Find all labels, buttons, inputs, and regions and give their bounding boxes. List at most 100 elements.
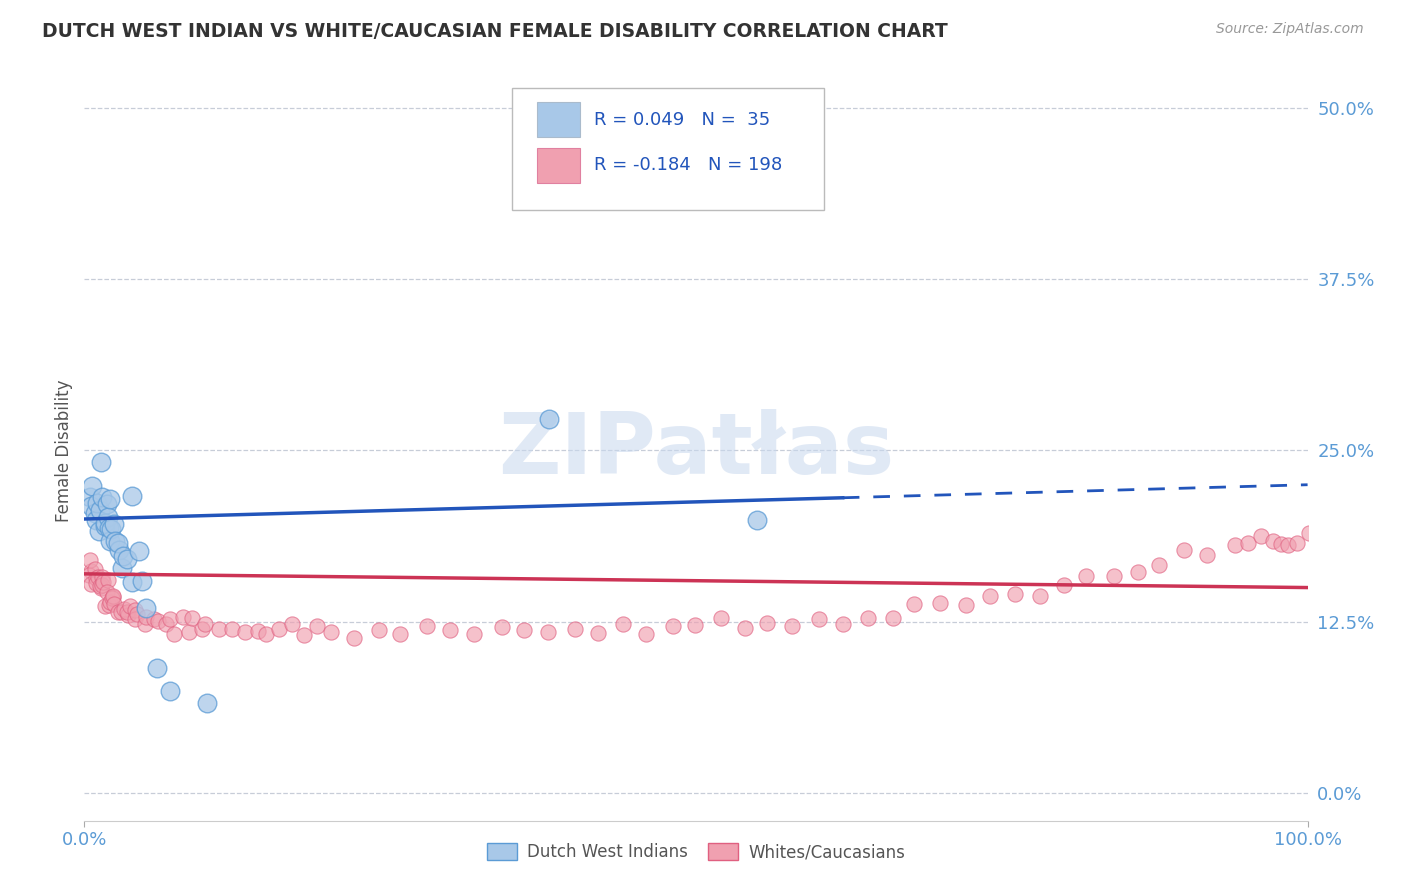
Point [98,598,121,612]
Point [321,624,343,639]
Point [1263,533,1285,548]
Point [367,623,389,637]
Point [79,576,101,591]
Point [194,617,217,632]
Point [856,610,879,624]
Point [128,543,150,558]
Point [110,605,132,619]
Point [280,617,302,632]
Point [208,622,231,636]
Point [101,590,124,604]
Point [685,617,707,632]
Point [91,490,114,504]
Point [1173,543,1195,558]
FancyBboxPatch shape [537,148,579,183]
Point [98,520,121,534]
Point [84,562,107,576]
Point [439,623,461,637]
Point [979,590,1001,604]
Point [115,605,138,619]
Text: R = -0.184   N = 198: R = -0.184 N = 198 [595,156,783,175]
Point [94,599,117,614]
Point [94,519,117,533]
Point [1147,558,1170,572]
Point [181,611,204,625]
Point [146,661,169,675]
Point [1053,578,1076,592]
Point [135,610,157,624]
Point [1004,587,1026,601]
Point [91,570,114,584]
Point [307,619,329,633]
Point [117,608,139,623]
Point [100,522,122,536]
Point [586,625,609,640]
Point [1029,590,1052,604]
Point [159,612,181,626]
Point [89,503,111,517]
Point [513,623,536,637]
Point [159,684,181,698]
Point [86,496,108,510]
Point [98,491,121,506]
Point [537,412,560,426]
Point [121,575,143,590]
Point [104,534,127,549]
Point [734,621,756,635]
Point [1237,536,1260,550]
Point [254,627,277,641]
Point [415,619,437,633]
Point [1250,529,1272,543]
Y-axis label: Female Disability: Female Disability [55,379,73,522]
Point [636,627,658,641]
Point [537,624,560,639]
Point [103,590,125,604]
Point [125,607,148,621]
FancyBboxPatch shape [513,87,824,210]
Point [121,489,143,503]
Point [1277,538,1299,552]
Point [831,617,853,632]
Point [101,591,124,605]
Point [955,598,977,612]
Point [90,455,112,469]
Point [172,610,194,624]
Point [103,516,125,531]
Point [661,619,683,633]
Point [142,612,165,626]
Point [233,624,256,639]
Point [97,573,120,587]
Point [107,543,129,558]
Legend: Dutch West Indians, Whites/Caucasians: Dutch West Indians, Whites/Caucasians [481,837,911,868]
Point [1126,565,1149,579]
Point [1074,569,1097,583]
Point [1223,538,1246,552]
Point [112,549,135,563]
Point [103,597,125,611]
Point [87,570,110,584]
Text: Source: ZipAtlas.com: Source: ZipAtlas.com [1216,22,1364,37]
Point [80,499,103,513]
Point [463,627,485,641]
Point [808,611,831,625]
Text: DUTCH WEST INDIAN VS WHITE/CAUCASIAN FEMALE DISABILITY CORRELATION CHART: DUTCH WEST INDIAN VS WHITE/CAUCASIAN FEM… [42,22,948,41]
Point [100,534,122,549]
Point [1270,537,1292,551]
Point [96,584,118,599]
Point [155,617,177,632]
Point [612,616,634,631]
Point [267,622,290,636]
Point [84,576,107,591]
Point [98,595,121,609]
Point [91,575,114,590]
Point [115,551,138,566]
Point [903,597,925,611]
Point [84,571,107,585]
Point [148,615,170,629]
Point [780,619,803,633]
Point [77,567,100,582]
Point [120,599,142,613]
Point [124,612,146,626]
Text: ZIPatłas: ZIPatłas [498,409,894,492]
Point [710,611,733,625]
